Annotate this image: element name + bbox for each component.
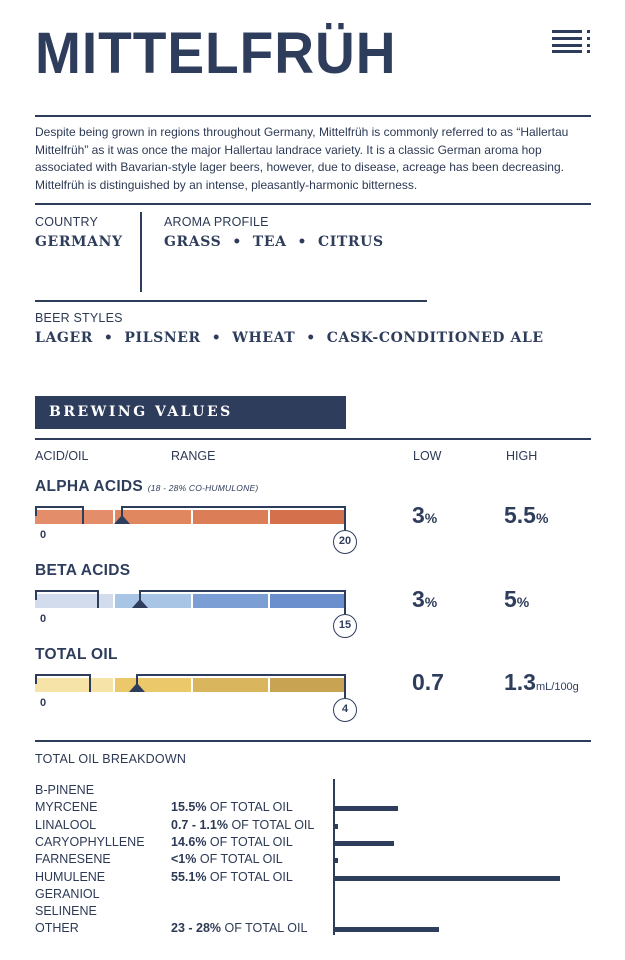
high-value: 1.3mL/100g — [504, 669, 579, 695]
description: Despite being grown in regions throughou… — [35, 125, 569, 192]
high-value: 5.5% — [504, 502, 549, 528]
oil-bar — [334, 927, 439, 933]
oil-name: OTHER — [35, 921, 79, 936]
col-header-low: LOW — [413, 449, 442, 463]
divider — [35, 740, 591, 742]
range-min-label: 0 — [40, 529, 47, 541]
brewing-values-banner: BREWING VALUES — [35, 396, 346, 429]
banner-title: BREWING VALUES — [49, 404, 233, 420]
breakdown-axis — [333, 779, 335, 935]
col-header-high: HIGH — [506, 449, 538, 463]
acid-note: (18 - 28% CO-HUMULONE) — [147, 483, 259, 493]
page-title: MITTELFRÜH — [35, 21, 397, 86]
range-segment — [114, 678, 191, 692]
acid-name: BETA ACIDS — [35, 562, 131, 579]
oil-breakdown-label: TOTAL OIL BREAKDOWN — [35, 752, 187, 766]
range-bracket — [35, 674, 90, 676]
oil-name: SELINENE — [35, 904, 97, 919]
oil-value: 0.7 - 1.1% OF TOTAL OIL — [171, 817, 315, 832]
oil-bar — [334, 840, 394, 846]
range-segment — [192, 510, 269, 524]
divider — [140, 212, 142, 292]
range-segment — [35, 678, 113, 692]
range-min-label: 0 — [40, 613, 47, 625]
divider — [35, 115, 591, 117]
acid-name: TOTAL OIL — [35, 646, 118, 663]
range-bracket — [35, 506, 82, 508]
divider — [35, 300, 427, 302]
range-segment — [35, 594, 113, 608]
low-value: 3% — [412, 586, 438, 612]
country-label: COUNTRY — [35, 215, 98, 229]
oil-bar — [334, 875, 560, 881]
range-segment — [270, 678, 346, 692]
col-header-acid: ACID/OIL — [35, 449, 89, 463]
oil-name: B-PINENE — [35, 783, 95, 797]
oil-name: FARNESENE — [35, 852, 111, 867]
divider — [35, 203, 591, 205]
low-marker-line — [97, 590, 100, 608]
range-max-label: 15 — [333, 614, 357, 638]
oil-bar — [334, 858, 339, 864]
range-min-label: 0 — [40, 697, 47, 709]
oil-bar — [334, 806, 398, 812]
range-bracket — [136, 674, 346, 676]
range-pointer — [131, 599, 148, 608]
low-value: 3% — [412, 502, 438, 528]
hamburger-menu-icon[interactable] — [552, 30, 590, 54]
range-segment — [114, 594, 191, 608]
beer-styles-label: BEER STYLES — [35, 311, 123, 325]
low-value: 0.7 — [412, 669, 444, 695]
range-bracket — [35, 590, 98, 592]
range-max-label: 20 — [333, 530, 357, 554]
oil-value: 55.1% OF TOTAL OIL — [171, 869, 293, 884]
oil-name: MYRCENE — [35, 800, 98, 815]
range-segment — [270, 594, 346, 608]
oil-value: 23 - 28% OF TOTAL OIL — [171, 921, 308, 936]
range-bracket — [120, 506, 346, 508]
divider — [35, 438, 591, 440]
oil-name: LINALOOL — [35, 817, 97, 832]
max-marker-line — [344, 674, 346, 698]
range-segment — [192, 594, 269, 608]
aroma-value: GRASS • TEA • CITRUS — [164, 234, 384, 250]
col-header-range: RANGE — [171, 449, 216, 463]
range-pointer — [113, 515, 130, 524]
oil-value: 14.6% OF TOTAL OIL — [171, 834, 293, 849]
range-bracket — [35, 674, 37, 684]
beer-styles-value: LAGER • PILSNER • WHEAT • CASK-CONDITION… — [35, 330, 544, 346]
country-value: GERMANY — [35, 234, 123, 250]
range-segment — [35, 510, 113, 524]
oil-name: HUMULENE — [35, 869, 106, 884]
oil-name: CARYOPHYLLENE — [35, 834, 145, 849]
oil-value: 15.5% OF TOTAL OIL — [171, 800, 293, 815]
low-marker-line — [89, 674, 92, 692]
range-segment — [192, 678, 269, 692]
range-bracket — [138, 590, 346, 592]
range-segment — [270, 510, 346, 524]
high-value: 5% — [504, 586, 530, 612]
oil-value: <1% OF TOTAL OIL — [171, 852, 283, 867]
range-max-label: 4 — [333, 698, 357, 722]
range-bracket — [35, 506, 37, 516]
max-marker-line — [344, 506, 346, 530]
low-marker-line — [81, 506, 84, 524]
oil-bar — [334, 823, 338, 829]
max-marker-line — [344, 590, 346, 614]
range-pointer — [129, 683, 146, 692]
oil-name: GERANIOL — [35, 886, 100, 901]
aroma-label: AROMA PROFILE — [164, 215, 269, 229]
range-segment — [114, 510, 191, 524]
range-bracket — [35, 590, 37, 600]
acid-name: ALPHA ACIDS — [35, 478, 144, 495]
